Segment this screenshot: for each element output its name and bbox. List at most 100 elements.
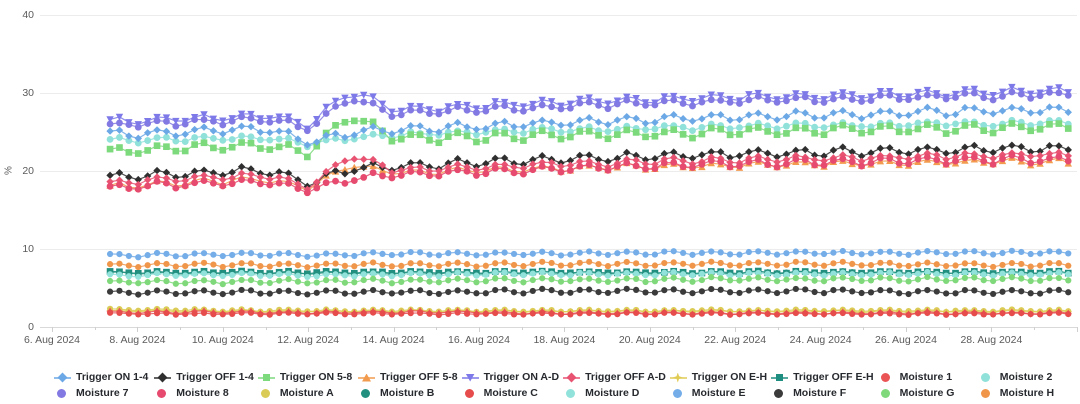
legend-label-moisture-c: Moisture C bbox=[483, 386, 538, 399]
moisture-e-legend-marker-icon bbox=[670, 388, 687, 399]
legend-label-trigger-off-a-d: Trigger OFF A-D bbox=[585, 370, 666, 383]
trigger-on-a-d-legend-shape bbox=[465, 373, 475, 382]
moisture-c-legend-marker-icon bbox=[462, 388, 479, 399]
x-tick-label-6-aug-2024: 6. Aug 2024 bbox=[23, 334, 81, 346]
moisture-e-legend-shape bbox=[672, 388, 682, 398]
legend-label-moisture-g: Moisture G bbox=[899, 386, 955, 399]
moisture-c-legend-shape bbox=[464, 388, 474, 398]
x-tick-label-18-aug-2024: 18. Aug 2024 bbox=[533, 334, 596, 346]
moisture-1-legend-shape bbox=[880, 372, 890, 382]
legend-item-moisture-g[interactable]: Moisture G bbox=[878, 387, 974, 400]
legend-item-moisture-e[interactable]: Moisture E bbox=[670, 387, 767, 400]
legend-label-moisture-7: Moisture 7 bbox=[76, 386, 129, 399]
trigger-on-1-4-legend-marker-icon bbox=[54, 372, 71, 383]
trigger-off-5-8-legend-shape bbox=[362, 373, 372, 382]
moisture-2-legend-shape bbox=[980, 372, 990, 382]
moisture-7-legend-marker-icon bbox=[54, 388, 71, 399]
moisture-d-legend-shape bbox=[566, 388, 576, 398]
legend-item-trigger-off-e-h[interactable]: Trigger OFF E-H bbox=[771, 371, 874, 384]
moisture-7-legend-shape bbox=[57, 388, 66, 398]
legend-item-moisture-d[interactable]: Moisture D bbox=[563, 387, 666, 400]
legend-item-moisture-2[interactable]: Moisture 2 bbox=[978, 371, 1074, 384]
legend-item-trigger-on-a-d[interactable]: Trigger ON A-D bbox=[461, 370, 560, 384]
trigger-on-5-8-legend-shape bbox=[262, 373, 270, 381]
legend-label-moisture-h: Moisture H bbox=[999, 386, 1055, 399]
chart-plot-area[interactable] bbox=[0, 0, 1080, 360]
x-tick-label-12-aug-2024: 12. Aug 2024 bbox=[277, 334, 340, 346]
x-tick-label-22-aug-2024: 22. Aug 2024 bbox=[704, 334, 767, 346]
moisture-a-legend-marker-icon bbox=[258, 388, 275, 399]
legend-label-moisture-1: Moisture 1 bbox=[899, 370, 953, 383]
legend-item-trigger-off-1-4[interactable]: Trigger OFF 1-4 bbox=[154, 371, 254, 384]
trigger-off-a-d-legend-marker-icon bbox=[563, 372, 581, 383]
chart-legend: Trigger ON 1-4 Trigger OFF 1-4 Trigger ON … bbox=[0, 369, 1080, 401]
legend-item-trigger-off-a-d[interactable]: Trigger OFF A-D bbox=[563, 371, 666, 384]
legend-label-moisture-f: Moisture F bbox=[793, 386, 847, 399]
legend-label-moisture-8: Moisture 8 bbox=[176, 386, 229, 399]
moisture-8-legend-shape bbox=[157, 388, 167, 398]
legend-label-moisture-d: Moisture D bbox=[585, 386, 640, 399]
moisture-f-legend-shape bbox=[774, 388, 784, 398]
legend-item-trigger-off-5-8[interactable]: Trigger OFF 5-8 bbox=[358, 371, 458, 384]
legend-item-moisture-f[interactable]: Moisture F bbox=[771, 387, 874, 400]
moisture-1-legend-marker-icon bbox=[878, 372, 895, 383]
legend-label-trigger-off-e-h: Trigger OFF E-H bbox=[793, 370, 874, 383]
legend-item-trigger-on-5-8[interactable]: Trigger ON 5-8 bbox=[257, 370, 354, 384]
legend-label-trigger-off-1-4: Trigger OFF 1-4 bbox=[176, 370, 254, 383]
moisture-b-legend-marker-icon bbox=[358, 388, 375, 399]
moisture-f-legend-marker-icon bbox=[771, 388, 788, 399]
legend-item-moisture-1[interactable]: Moisture 1 bbox=[878, 371, 974, 384]
trigger-off-1-4-legend-shape bbox=[157, 372, 168, 382]
x-tick-label-8-aug-2024: 8. Aug 2024 bbox=[109, 334, 166, 346]
moisture-g-legend-shape bbox=[880, 388, 890, 398]
legend-label-trigger-off-5-8: Trigger OFF 5-8 bbox=[380, 370, 458, 383]
legend-item-moisture-h[interactable]: Moisture H bbox=[978, 387, 1074, 400]
moisture-a-legend-shape bbox=[260, 388, 270, 398]
trigger-on-a-d-legend-marker-icon bbox=[461, 372, 479, 383]
trigger-off-5-8-legend-marker-icon bbox=[358, 372, 376, 383]
legend-item-trigger-on-1-4[interactable]: Trigger ON 1-4 bbox=[54, 371, 150, 384]
trigger-on-e-h-legend-shape bbox=[672, 372, 683, 383]
legend-label-moisture-2: Moisture 2 bbox=[999, 370, 1053, 383]
y-tick-label-40: 40 bbox=[22, 9, 34, 21]
moisture-d-legend-marker-icon bbox=[563, 388, 580, 399]
legend-label-moisture-a: Moisture A bbox=[279, 386, 334, 399]
trigger-on-e-h-legend-marker-icon bbox=[669, 372, 687, 383]
legend-label-moisture-e: Moisture E bbox=[691, 386, 746, 399]
y-tick-label-30: 30 bbox=[22, 87, 34, 99]
moisture-h-legend-shape bbox=[980, 388, 990, 398]
trigger-off-e-h-legend-shape bbox=[776, 373, 784, 381]
x-tick-label-28-aug-2024: 28. Aug 2024 bbox=[960, 334, 1023, 346]
y-tick-label-0: 0 bbox=[28, 321, 34, 333]
moisture-8-legend-marker-icon bbox=[154, 388, 171, 399]
y-tick-label-20: 20 bbox=[22, 165, 34, 177]
legend-label-trigger-on-a-d: Trigger ON A-D bbox=[483, 370, 560, 383]
legend-label-trigger-on-1-4: Trigger ON 1-4 bbox=[76, 370, 149, 383]
legend-item-moisture-7[interactable]: Moisture 7 bbox=[54, 387, 150, 400]
moisture-2-legend-marker-icon bbox=[978, 372, 995, 383]
legend-label-trigger-on-5-8: Trigger ON 5-8 bbox=[279, 370, 353, 383]
legend-item-moisture-b[interactable]: Moisture B bbox=[358, 387, 458, 400]
trigger-on-5-8-legend-marker-icon bbox=[257, 372, 275, 383]
moisture-b-legend-shape bbox=[361, 388, 371, 398]
legend-label-moisture-b: Moisture B bbox=[380, 386, 435, 399]
trigger-off-1-4-legend-marker-icon bbox=[154, 372, 172, 383]
x-tick-label-20-aug-2024: 20. Aug 2024 bbox=[618, 334, 681, 346]
trigger-off-a-d-legend-shape bbox=[566, 372, 577, 382]
trigger-on-1-4-legend-shape bbox=[57, 372, 68, 382]
legend-item-moisture-a[interactable]: Moisture A bbox=[258, 387, 354, 400]
y-tick-label-10: 10 bbox=[22, 243, 34, 255]
legend-label-trigger-on-e-h: Trigger ON E-H bbox=[691, 370, 768, 383]
x-tick-label-26-aug-2024: 26. Aug 2024 bbox=[875, 334, 937, 346]
moisture-g-legend-marker-icon bbox=[878, 388, 895, 399]
x-tick-label-14-aug-2024: 14. Aug 2024 bbox=[362, 334, 425, 346]
moisture-h-legend-marker-icon bbox=[978, 388, 995, 399]
legend-item-moisture-c[interactable]: Moisture C bbox=[462, 387, 559, 400]
x-tick-label-24-aug-2024: 24. Aug 2024 bbox=[789, 334, 852, 346]
legend-item-trigger-on-e-h[interactable]: Trigger ON E-H bbox=[669, 370, 768, 384]
legend-item-moisture-8[interactable]: Moisture 8 bbox=[154, 387, 254, 400]
trigger-off-e-h-legend-marker-icon bbox=[771, 372, 789, 383]
x-tick-label-16-aug-2024: 16. Aug 2024 bbox=[448, 334, 510, 346]
x-tick-label-10-aug-2024: 10. Aug 2024 bbox=[191, 334, 254, 346]
